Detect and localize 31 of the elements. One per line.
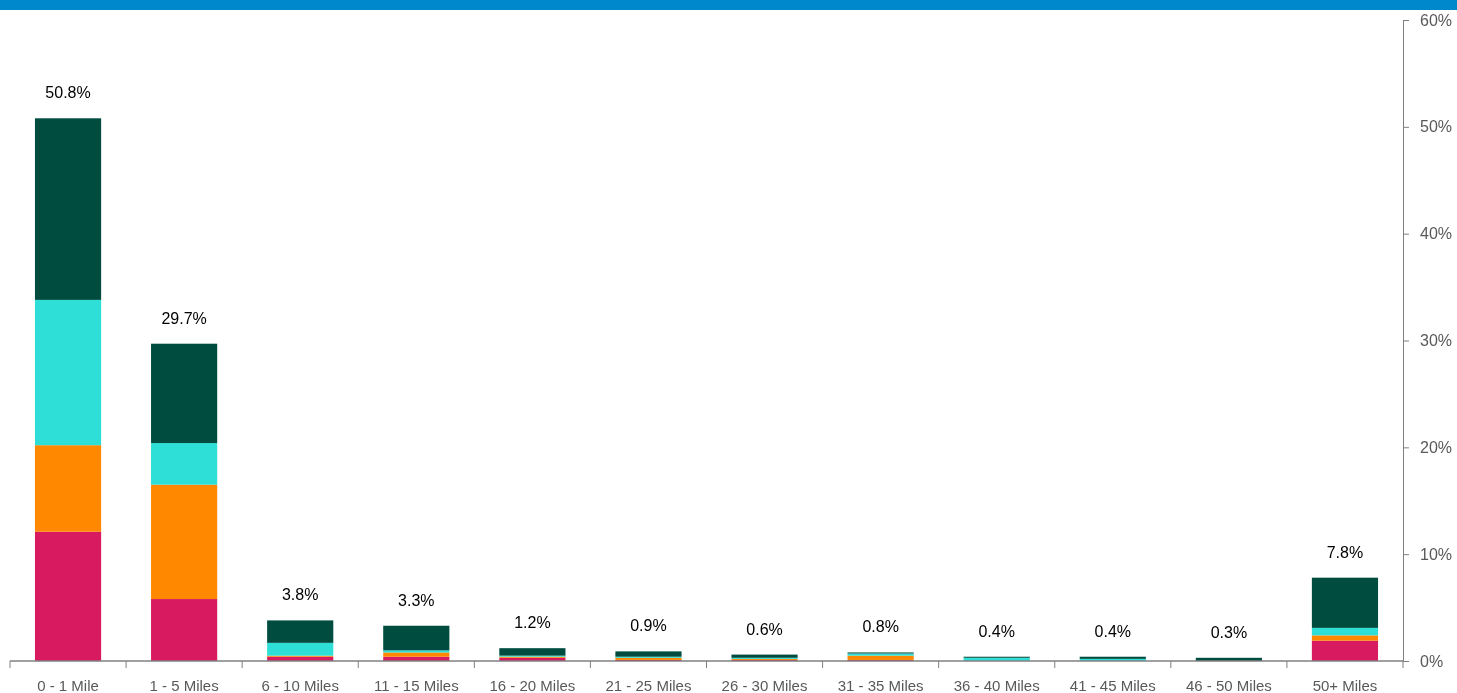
total-label: 3.3% [398,591,435,609]
x-tick-label: 26 - 30 Miles [721,677,808,693]
y-tick-label: 30% [1420,332,1453,350]
x-tick-label: 46 - 50 Miles [1185,677,1272,693]
x-tick-label: 50+ Miles [1312,677,1378,693]
y-tick-label: 10% [1420,545,1453,563]
total-label: 7.8% [1326,543,1364,561]
total-label: 29.7% [161,309,207,327]
total-label: 3.8% [281,586,319,604]
y-tick-label: 20% [1420,438,1453,456]
x-tick-label: 16 - 20 Miles [489,677,576,693]
total-label: 0.3% [1210,623,1248,641]
total-label: 0.8% [862,618,899,636]
x-tick-label: 31 - 35 Miles [837,677,924,693]
x-tick-label: 21 - 25 Miles [605,677,692,693]
total-label: 0.4% [978,622,1015,640]
x-tick-label: 11 - 15 Miles [373,677,459,693]
total-label: 0.6% [746,620,783,638]
total-label: 0.9% [630,617,667,635]
x-tick-label: 0 - 1 Mile [37,677,99,693]
x-tick-label: 6 - 10 Miles [261,677,339,693]
total-label: 1.2% [514,614,551,632]
x-tick-label: 36 - 40 Miles [953,677,1040,693]
y-tick-label: 60% [1420,11,1453,29]
y-tick-label: 40% [1420,225,1453,243]
x-tick-label: 41 - 45 Miles [1069,677,1156,693]
y-tick-label: 0% [1420,652,1444,670]
total-label: 50.8% [45,84,91,102]
total-label: 0.4% [1094,622,1132,640]
x-tick-label: 1 - 5 Miles [149,677,219,693]
y-tick-label: 50% [1420,118,1453,136]
